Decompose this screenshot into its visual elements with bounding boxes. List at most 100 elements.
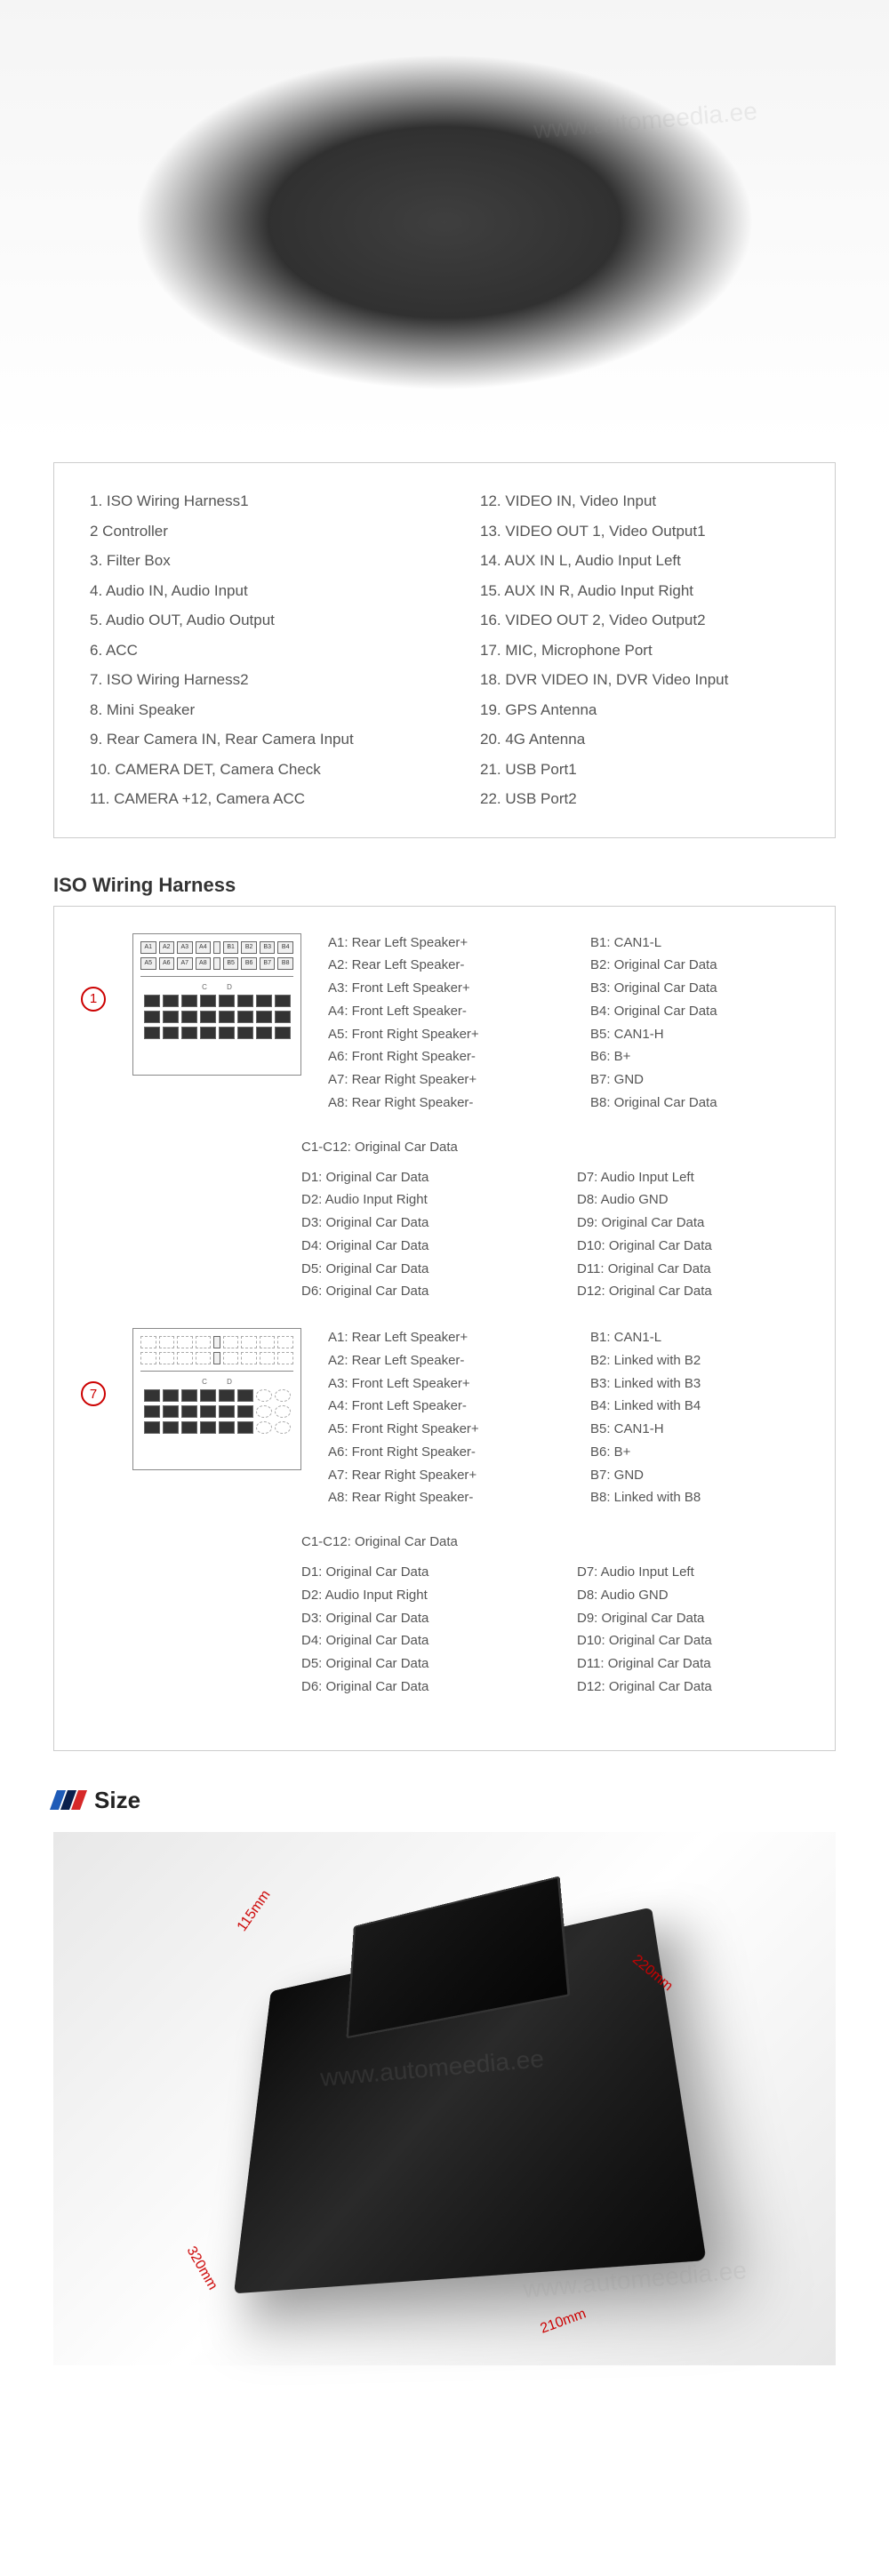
- pin-label: D5: Original Car Data: [301, 1654, 533, 1674]
- pin-label: A7: Rear Right Speaker+: [328, 1466, 546, 1485]
- component-item: 6. ACC: [90, 639, 409, 662]
- pin-label: A7: Rear Right Speaker+: [328, 1070, 546, 1090]
- pinout-c-7: C1-C12: Original Car Data: [301, 1534, 808, 1549]
- component-item: 15. AUX IN R, Audio Input Right: [480, 580, 799, 603]
- iso-wiring-title: ISO Wiring Harness: [53, 874, 836, 897]
- product-photo: www.automeedia.ee: [0, 0, 889, 444]
- pinout-c-1: C1-C12: Original Car Data: [301, 1140, 808, 1155]
- component-item: 16. VIDEO OUT 2, Video Output2: [480, 609, 799, 632]
- pin-label: B6: B+: [590, 1047, 808, 1067]
- pin-label: A2: Rear Left Speaker-: [328, 1351, 546, 1371]
- components-list-box: 1. ISO Wiring Harness1 2 Controller 3. F…: [53, 462, 836, 838]
- component-item: 11. CAMERA +12, Camera ACC: [90, 788, 409, 811]
- pin-label: B2: Linked with B2: [590, 1351, 808, 1371]
- component-item: 20. 4G Antenna: [480, 728, 799, 751]
- pin-label: A1: Rear Left Speaker+: [328, 1328, 546, 1348]
- pin-label: D3: Original Car Data: [301, 1609, 533, 1628]
- size-title: Size: [94, 1787, 140, 1814]
- pin-label: D7: Audio Input Left: [577, 1563, 808, 1582]
- pin-label: A6: Front Right Speaker-: [328, 1443, 546, 1462]
- pin-label: D6: Original Car Data: [301, 1282, 533, 1301]
- pin-label: B3: Linked with B3: [590, 1374, 808, 1394]
- iso-marker-1: 1: [81, 987, 106, 1012]
- component-item: 4. Audio IN, Audio Input: [90, 580, 409, 603]
- pin-label: A3: Front Left Speaker+: [328, 1374, 546, 1394]
- pin-label: D5: Original Car Data: [301, 1260, 533, 1279]
- iso-marker-7: 7: [81, 1381, 106, 1406]
- iso-harness-7: 7 C D A1: Rear Left Speaker+ A2: Rear Le…: [81, 1328, 808, 1508]
- connector-diagram-7: C D: [132, 1328, 301, 1470]
- pin-label: A2: Rear Left Speaker-: [328, 956, 546, 975]
- pin-label: D12: Original Car Data: [577, 1677, 808, 1697]
- dim-base-w: 210mm: [538, 2306, 588, 2337]
- component-item: 2 Controller: [90, 520, 409, 543]
- pin-label: D9: Original Car Data: [577, 1213, 808, 1233]
- product-placeholder: [133, 53, 756, 391]
- size-header: Size: [53, 1787, 836, 1814]
- component-item: 21. USB Port1: [480, 758, 799, 781]
- pin-label: D2: Audio Input Right: [301, 1190, 533, 1210]
- iso-harness-1: 1 A1A2A3A4B1B2B3B4 A5A6A7A8B5B6B7B8 C D …: [81, 933, 808, 1113]
- size-image: 115mm 220mm 320mm 210mm www.automeedia.e…: [53, 1832, 836, 2365]
- pin-label: B5: CAN1-H: [590, 1025, 808, 1044]
- pin-label: B7: GND: [590, 1466, 808, 1485]
- pin-label: D12: Original Car Data: [577, 1282, 808, 1301]
- component-item: 3. Filter Box: [90, 549, 409, 572]
- component-item: 22. USB Port2: [480, 788, 799, 811]
- component-item: 14. AUX IN L, Audio Input Left: [480, 549, 799, 572]
- component-item: 18. DVR VIDEO IN, DVR Video Input: [480, 668, 799, 692]
- component-item: 8. Mini Speaker: [90, 699, 409, 722]
- pin-label: A5: Front Right Speaker+: [328, 1025, 546, 1044]
- pin-label: B4: Linked with B4: [590, 1396, 808, 1416]
- pin-label: D4: Original Car Data: [301, 1631, 533, 1651]
- component-item: 17. MIC, Microphone Port: [480, 639, 799, 662]
- pin-label: B5: CAN1-H: [590, 1420, 808, 1439]
- pin-label: D1: Original Car Data: [301, 1168, 533, 1188]
- component-item: 7. ISO Wiring Harness2: [90, 668, 409, 692]
- connector-diagram-1: A1A2A3A4B1B2B3B4 A5A6A7A8B5B6B7B8 C D: [132, 933, 301, 1076]
- pin-label: A6: Front Right Speaker-: [328, 1047, 546, 1067]
- components-right-col: 12. VIDEO IN, Video Input 13. VIDEO OUT …: [480, 490, 799, 811]
- pinout-d-1: D1: Original Car Data D2: Audio Input Ri…: [301, 1168, 808, 1302]
- pin-label: B7: GND: [590, 1070, 808, 1090]
- size-stripes-icon: [50, 1790, 87, 1810]
- pin-label: B2: Original Car Data: [590, 956, 808, 975]
- pin-label: D6: Original Car Data: [301, 1677, 533, 1697]
- pinout-d-7: D1: Original Car Data D2: Audio Input Ri…: [301, 1563, 808, 1697]
- components-left-col: 1. ISO Wiring Harness1 2 Controller 3. F…: [90, 490, 409, 811]
- component-item: 5. Audio OUT, Audio Output: [90, 609, 409, 632]
- pin-label: A8: Rear Right Speaker-: [328, 1488, 546, 1508]
- pin-label: B3: Original Car Data: [590, 979, 808, 998]
- pin-label: A4: Front Left Speaker-: [328, 1002, 546, 1021]
- pin-label: D4: Original Car Data: [301, 1236, 533, 1256]
- component-item: 13. VIDEO OUT 1, Video Output1: [480, 520, 799, 543]
- pin-label: D1: Original Car Data: [301, 1563, 533, 1582]
- pinout-ab-7: A1: Rear Left Speaker+ A2: Rear Left Spe…: [328, 1328, 808, 1508]
- iso-wiring-section: 1 A1A2A3A4B1B2B3B4 A5A6A7A8B5B6B7B8 C D …: [53, 906, 836, 1751]
- pin-label: D7: Audio Input Left: [577, 1168, 808, 1188]
- component-item: 1. ISO Wiring Harness1: [90, 490, 409, 513]
- pinout-ab-1: A1: Rear Left Speaker+ A2: Rear Left Spe…: [328, 933, 808, 1113]
- pin-label: D10: Original Car Data: [577, 1236, 808, 1256]
- dim-base-d: 320mm: [183, 2244, 220, 2292]
- pin-label: D8: Audio GND: [577, 1190, 808, 1210]
- pin-label: B4: Original Car Data: [590, 1002, 808, 1021]
- pin-label: A5: Front Right Speaker+: [328, 1420, 546, 1439]
- component-item: 19. GPS Antenna: [480, 699, 799, 722]
- pin-label: D10: Original Car Data: [577, 1631, 808, 1651]
- pin-label: B1: CAN1-L: [590, 1328, 808, 1348]
- dim-screen-h: 115mm: [235, 1887, 275, 1934]
- pin-label: D11: Original Car Data: [577, 1260, 808, 1279]
- pin-label: D3: Original Car Data: [301, 1213, 533, 1233]
- component-item: 12. VIDEO IN, Video Input: [480, 490, 799, 513]
- pin-label: A3: Front Left Speaker+: [328, 979, 546, 998]
- pin-label: A1: Rear Left Speaker+: [328, 933, 546, 953]
- device-screen: [346, 1876, 570, 2038]
- pin-label: D9: Original Car Data: [577, 1609, 808, 1628]
- pin-label: D8: Audio GND: [577, 1586, 808, 1605]
- pin-label: A8: Rear Right Speaker-: [328, 1093, 546, 1113]
- pin-label: D2: Audio Input Right: [301, 1586, 533, 1605]
- pin-label: B6: B+: [590, 1443, 808, 1462]
- pin-label: B8: Original Car Data: [590, 1093, 808, 1113]
- component-item: 9. Rear Camera IN, Rear Camera Input: [90, 728, 409, 751]
